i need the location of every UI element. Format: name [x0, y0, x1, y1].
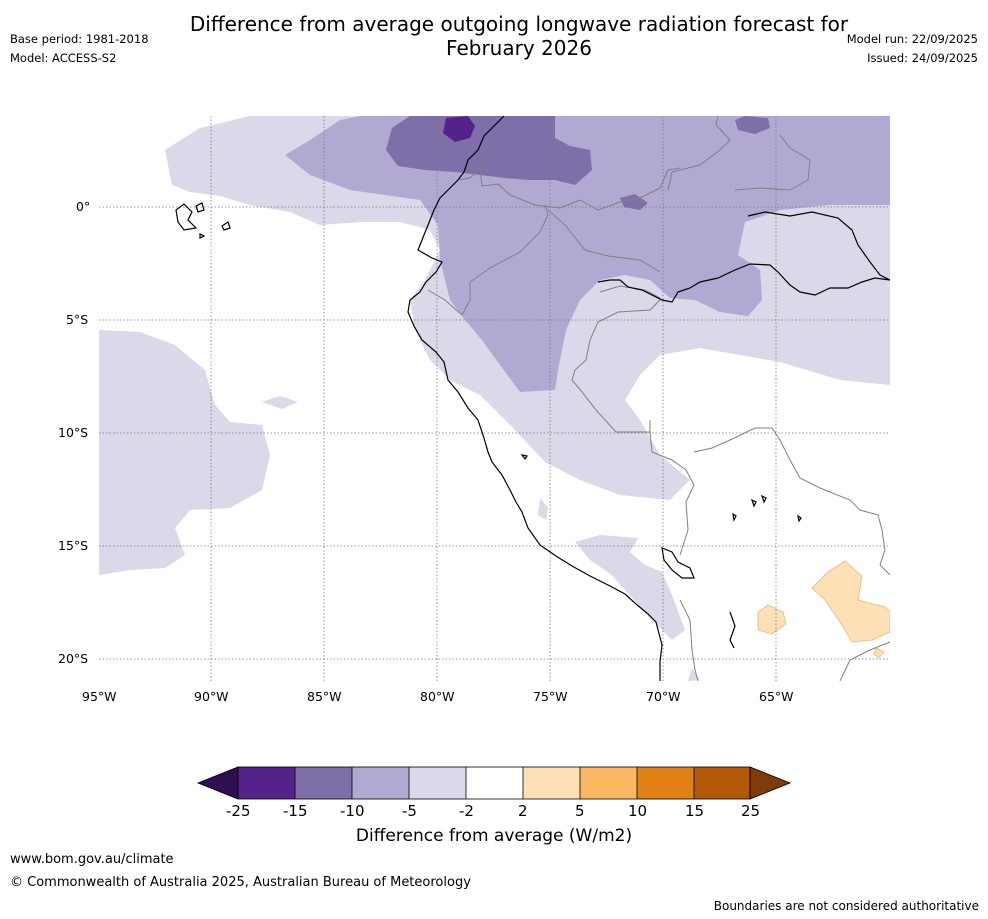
map-area	[99, 116, 890, 681]
colorbar-extend-low	[196, 766, 239, 800]
coastlines	[175, 116, 890, 681]
colorbar-tick: -5	[402, 802, 417, 820]
anomaly-band-2-5	[757, 560, 890, 659]
lon-label: 95°W	[82, 689, 117, 704]
colorbar-segment	[523, 767, 580, 799]
colorbar-tick: 5	[575, 802, 585, 820]
colorbar-segment	[580, 767, 637, 799]
colorbar-segment	[694, 767, 750, 799]
lat-label: 15°S	[58, 538, 89, 553]
model-name: Model: ACCESS-S2	[10, 51, 117, 65]
copyright: © Commonwealth of Australia 2025, Austra…	[10, 875, 471, 890]
lat-label: 20°S	[58, 651, 89, 666]
anomaly-band-minus10-minus5	[285, 116, 890, 392]
lat-label: 0°	[76, 199, 91, 214]
colorbar-segment	[352, 767, 409, 799]
colorbar-tick: 15	[685, 802, 705, 820]
title-line-2: February 2026	[446, 36, 592, 60]
colorbar-segment	[295, 767, 352, 799]
source-link[interactable]: www.bom.gov.au/climate	[10, 852, 174, 867]
colorbar-tick: -25	[226, 802, 251, 820]
graticule	[99, 116, 890, 681]
issued-date: Issued: 24/09/2025	[867, 51, 978, 65]
colorbar	[196, 766, 792, 800]
colorbar-tick: 2	[518, 802, 528, 820]
lon-label: 85°W	[307, 689, 342, 704]
lon-label: 70°W	[646, 689, 681, 704]
lat-label: 5°S	[66, 312, 89, 327]
base-period: Base period: 1981-2018	[10, 32, 149, 46]
colorbar-segment	[409, 767, 466, 799]
colorbar-segment	[238, 767, 295, 799]
lon-label: 75°W	[533, 689, 568, 704]
lon-label: 65°W	[759, 689, 794, 704]
colorbar-tick: -15	[283, 802, 308, 820]
colorbar-tick: -10	[340, 802, 365, 820]
chart-title: Difference from average outgoing longwav…	[150, 12, 888, 60]
colorbar-tick: -2	[459, 802, 474, 820]
title-line-1: Difference from average outgoing longwav…	[189, 12, 849, 36]
country-borders	[427, 116, 890, 681]
colorbar-tick: 25	[741, 802, 761, 820]
lat-label: 10°S	[58, 425, 89, 440]
colorbar-title: Difference from average (W/m2)	[355, 826, 633, 846]
lon-label: 80°W	[420, 689, 455, 704]
colorbar-tick: 10	[628, 802, 648, 820]
anomaly-band-minus15-minus10	[386, 116, 770, 210]
anomaly-band-minus25-minus15	[443, 116, 475, 142]
disclaimer: Boundaries are not considered authoritat…	[713, 899, 979, 913]
lon-label: 90°W	[194, 689, 229, 704]
model-run: Model run: 22/09/2025	[846, 32, 978, 46]
colorbar-segment	[637, 767, 694, 799]
colorbar-extend-high	[749, 766, 792, 800]
colorbar-segment	[466, 767, 523, 799]
